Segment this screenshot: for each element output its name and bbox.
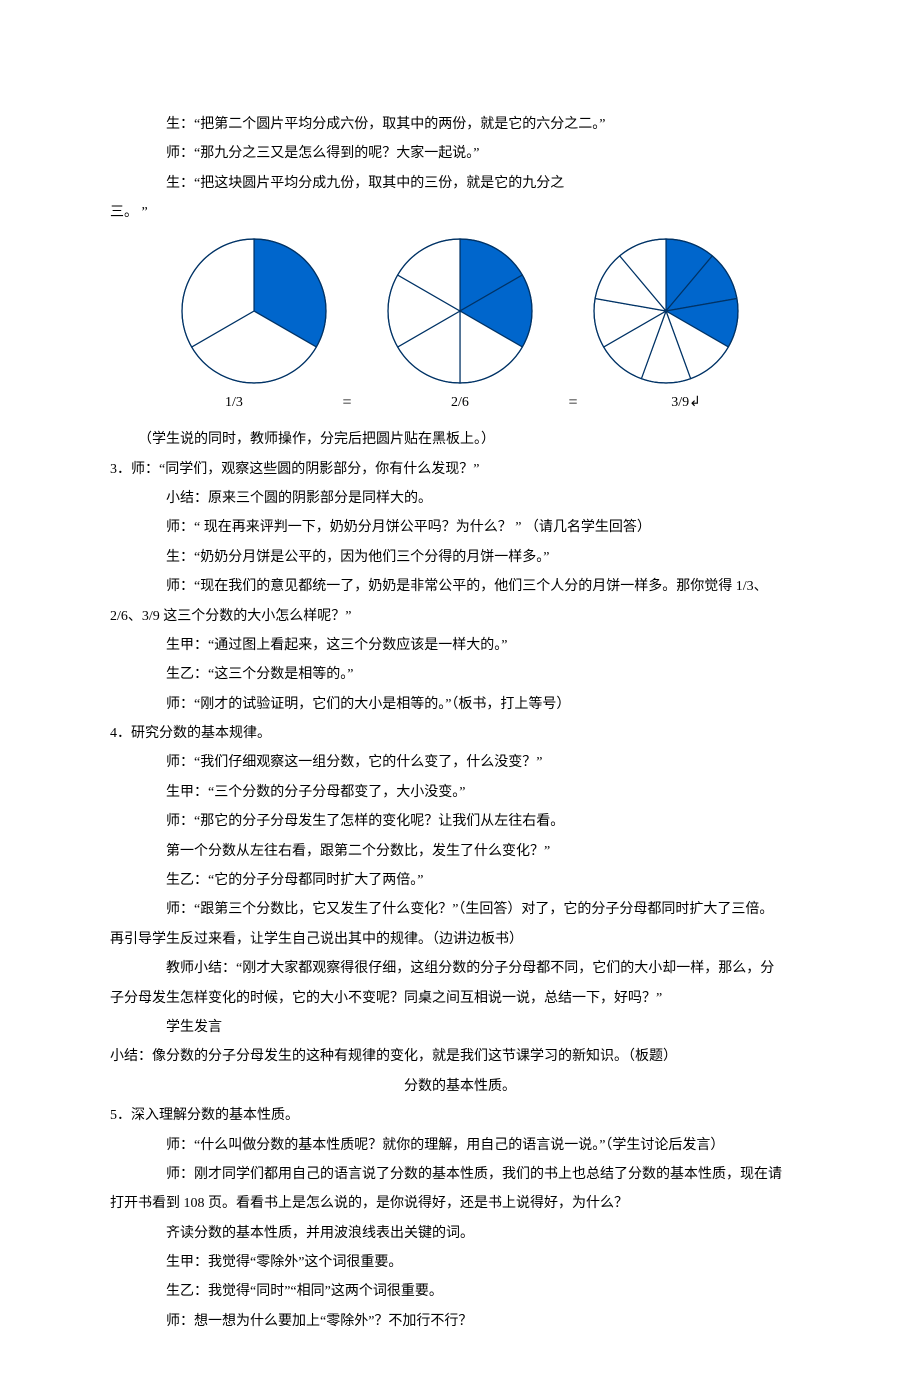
- dialogue-line: 生甲：“三个分数的分子分母都变了，大小没变。”: [110, 778, 810, 807]
- body-line: 打开书看到 108 页。看看书上是怎么说的，是你说得好，还是书上说得好，为什么？: [110, 1189, 810, 1218]
- dialogue-line: 师：“ 现在再来评判一下，奶奶分月饼公平吗？为什么？ ” （请几名学生回答）: [110, 513, 810, 542]
- dialogue-line: 生：“把第二个圆片平均分成六份，取其中的两份，就是它的六分之二。”: [110, 110, 810, 139]
- dialogue-line: 2/6、3/9 这三个分数的大小怎么样呢？”: [110, 602, 810, 631]
- pie-label: 3/9↲: [611, 388, 761, 417]
- dialogue-line: 师：“现在我们的意见都统一了，奶奶是非常公平的，他们三个人分的月饼一样多。那你觉…: [110, 572, 810, 601]
- section-heading: 4．研究分数的基本规律。: [110, 719, 810, 748]
- pie-chart-figure: [110, 236, 810, 386]
- dialogue-line: 师：想一想为什么要加上“零除外”？不加行不行？: [110, 1307, 810, 1336]
- dialogue-line: 师：“那九分之三又是怎么得到的呢？大家一起说。”: [110, 139, 810, 168]
- dialogue-line: 师：“我们仔细观察这一组分数，它的什么变了，什么没变？”: [110, 748, 810, 777]
- pie-labels-row: 1/3 = 2/6 = 3/9↲: [110, 386, 810, 420]
- body-line: 子分母发生怎样变化的时候，它的大小不变呢？同桌之间互相说一说，总结一下，好吗？”: [110, 984, 810, 1013]
- equals-sign: =: [545, 386, 601, 420]
- body-line: 小结：像分数的分子分母发生的这种有规律的变化，就是我们这节课学习的新知识。（板题…: [110, 1042, 810, 1071]
- dialogue-line: 生甲：我觉得“零除外”这个词很重要。: [110, 1248, 810, 1277]
- dialogue-line: 生乙：我觉得“同时”“相同”这两个词很重要。: [110, 1277, 810, 1306]
- dialogue-line: 生乙：“它的分子分母都同时扩大了两倍。”: [110, 866, 810, 895]
- narration-line: （学生说的同时，教师操作，分完后把圆片贴在黑板上。）: [110, 425, 810, 454]
- section-heading: 5．深入理解分数的基本性质。: [110, 1101, 810, 1130]
- body-line: 小结：原来三个圆的阴影部分是同样大的。: [110, 484, 810, 513]
- dialogue-line: 师：“什么叫做分数的基本性质呢？就你的理解，用自己的语言说一说。”（学生讨论后发…: [110, 1131, 810, 1160]
- dialogue-line: 师：“跟第三个分数比，它又发生了什么变化？”（生回答）对了，它的分子分母都同时扩…: [110, 895, 810, 924]
- dialogue-line: 生：“奶奶分月饼是公平的，因为他们三个分得的月饼一样多。”: [110, 543, 810, 572]
- pie-chart-3-9: [591, 236, 741, 386]
- document-page: 生：“把第二个圆片平均分成六份，取其中的两份，就是它的六分之二。” 师：“那九分…: [0, 0, 920, 1396]
- dialogue-line: 三。 ”: [110, 198, 810, 227]
- pie-chart-1-3: [179, 236, 329, 386]
- title-line: 分数的基本性质。: [110, 1072, 810, 1101]
- body-line: 齐读分数的基本性质，并用波浪线表出关键的词。: [110, 1219, 810, 1248]
- section-heading: 3．师：“同学们，观察这些圆的阴影部分，你有什么发现？”: [110, 455, 810, 484]
- body-line: 教师小结：“刚才大家都观察得很仔细，这组分数的分子分母都不同，它们的大小却一样，…: [110, 954, 810, 983]
- equals-sign: =: [319, 386, 375, 420]
- body-line: 再引导学生反过来看，让学生自己说出其中的规律。（边讲边板书）: [110, 925, 810, 954]
- dialogue-line: 师：刚才同学们都用自己的语言说了分数的基本性质，我们的书上也总结了分数的基本性质…: [110, 1160, 810, 1189]
- dialogue-line: 生甲：“通过图上看起来，这三个分数应该是一样大的。”: [110, 631, 810, 660]
- dialogue-line: 师：“那它的分子分母发生了怎样的变化呢？让我们从左往右看。: [110, 807, 810, 836]
- pie-label: 2/6: [385, 388, 535, 417]
- body-line: 学生发言: [110, 1013, 810, 1042]
- dialogue-line: 第一个分数从左往右看，跟第二个分数比，发生了什么变化？”: [110, 837, 810, 866]
- dialogue-line: 师：“刚才的试验证明，它们的大小是相等的。”（板书，打上等号）: [110, 690, 810, 719]
- pie-label: 1/3: [159, 388, 309, 417]
- dialogue-line: 生乙：“这三个分数是相等的。”: [110, 660, 810, 689]
- pie-chart-2-6: [385, 236, 535, 386]
- dialogue-line: 生：“把这块圆片平均分成九份，取其中的三份，就是它的九分之: [110, 169, 810, 198]
